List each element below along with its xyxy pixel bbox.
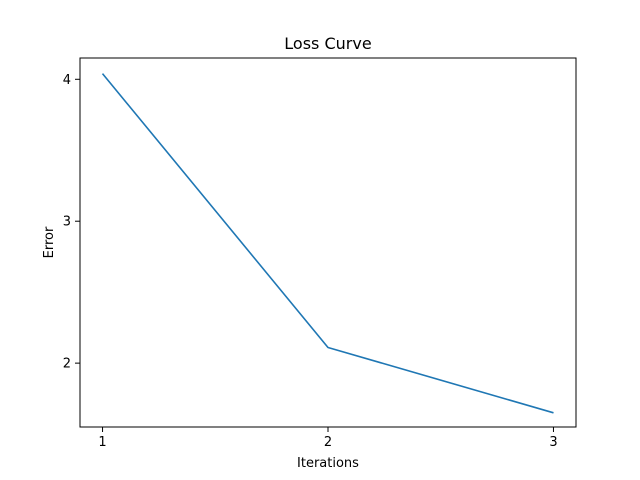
y-tick-label: 3 bbox=[63, 215, 71, 230]
x-tick-label: 2 bbox=[324, 435, 332, 450]
x-axis-ticks: 1 2 3 bbox=[98, 427, 558, 450]
y-tick-label: 4 bbox=[63, 73, 71, 88]
x-axis-label: Iterations bbox=[297, 456, 359, 471]
x-tick-label: 3 bbox=[549, 435, 557, 450]
y-tick-label: 2 bbox=[63, 357, 71, 372]
y-axis-label: Error bbox=[42, 226, 57, 258]
series-layer bbox=[101, 73, 554, 414]
x-tick-label: 1 bbox=[98, 435, 106, 450]
chart-title: Loss Curve bbox=[284, 34, 371, 53]
plot-area bbox=[80, 58, 576, 427]
y-axis-ticks: 2 3 4 bbox=[63, 73, 80, 372]
